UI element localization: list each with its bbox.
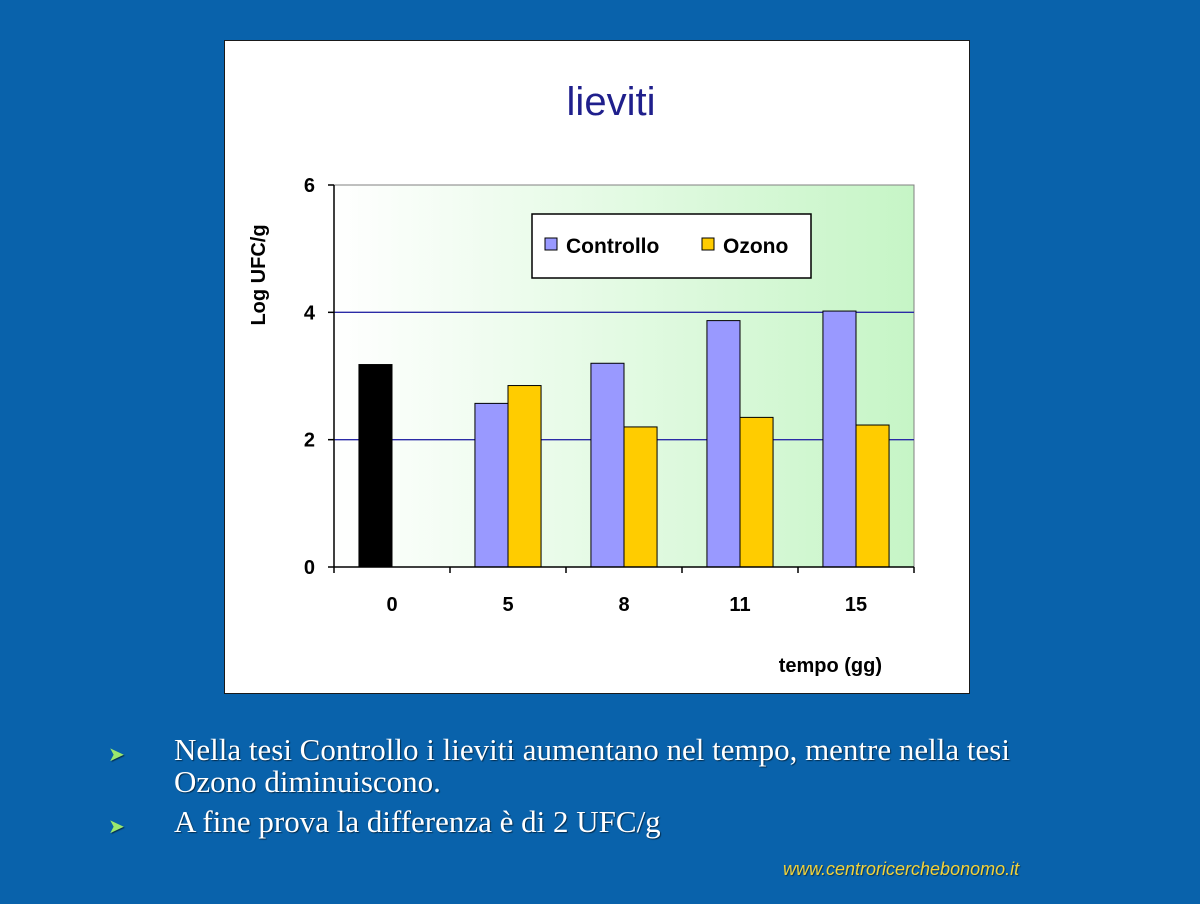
bar-controllo-11 <box>706 320 741 568</box>
y-tick-label: 6 <box>304 175 315 197</box>
chart-title: lieviti <box>567 80 656 124</box>
bar-tempo-0 <box>358 364 393 568</box>
bar-controllo-8 <box>590 362 625 568</box>
arrow-bullet-icon: ➤ <box>108 814 125 838</box>
legend-swatch-ozono <box>701 237 715 251</box>
x-axis-label: tempo (gg) <box>779 655 882 677</box>
legend: Controllo Ozono <box>531 213 812 279</box>
y-tick-label: 4 <box>304 302 316 324</box>
x-tick-label: 5 <box>502 594 513 616</box>
bar-ozono-15 <box>855 424 890 568</box>
bullet-text: Nella tesi Controllo i lieviti aumentano… <box>174 732 1010 799</box>
bullet-item: ➤ Nella tesi Controllo i lieviti aumenta… <box>108 734 1108 798</box>
bar-chart: lieviti 0 2 4 6 0 5 8 11 15 Controllo Ozono Log … <box>248 80 915 677</box>
bullet-text: A fine prova la differenza è di 2 UFC/g <box>174 804 661 839</box>
bar-ozono-5 <box>507 385 542 568</box>
axes: 0 2 4 6 0 5 8 11 15 <box>304 175 915 616</box>
legend-swatch-controllo <box>544 237 558 251</box>
website-link[interactable]: www.centroricerchebonomo.it <box>783 859 1020 879</box>
bullet-item: ➤ A fine prova la differenza è di 2 UFC/… <box>108 806 1108 842</box>
legend-box <box>531 213 812 279</box>
chart-panel: lieviti 0 2 4 6 0 5 8 11 15 Controllo Ozono Log … <box>224 40 970 694</box>
y-tick-label: 2 <box>304 430 315 452</box>
bars <box>358 310 890 568</box>
x-tick-label: 0 <box>386 594 397 616</box>
bar-controllo-5 <box>474 402 509 568</box>
arrow-bullet-icon: ➤ <box>108 742 125 766</box>
bar-ozono-8 <box>623 426 658 568</box>
bar-controllo-15 <box>822 310 857 568</box>
x-tick-label: 15 <box>845 594 867 616</box>
x-tick-label: 8 <box>618 594 629 616</box>
legend-label-ozono: Ozono <box>723 235 788 258</box>
y-axis-label: Log UFC/g <box>248 224 270 325</box>
bullet-list: ➤ Nella tesi Controllo i lieviti aumenta… <box>108 734 1108 850</box>
bar-ozono-11 <box>739 416 774 568</box>
legend-label-controllo: Controllo <box>566 235 659 258</box>
x-tick-label: 11 <box>729 594 750 616</box>
y-tick-label: 0 <box>304 557 315 579</box>
